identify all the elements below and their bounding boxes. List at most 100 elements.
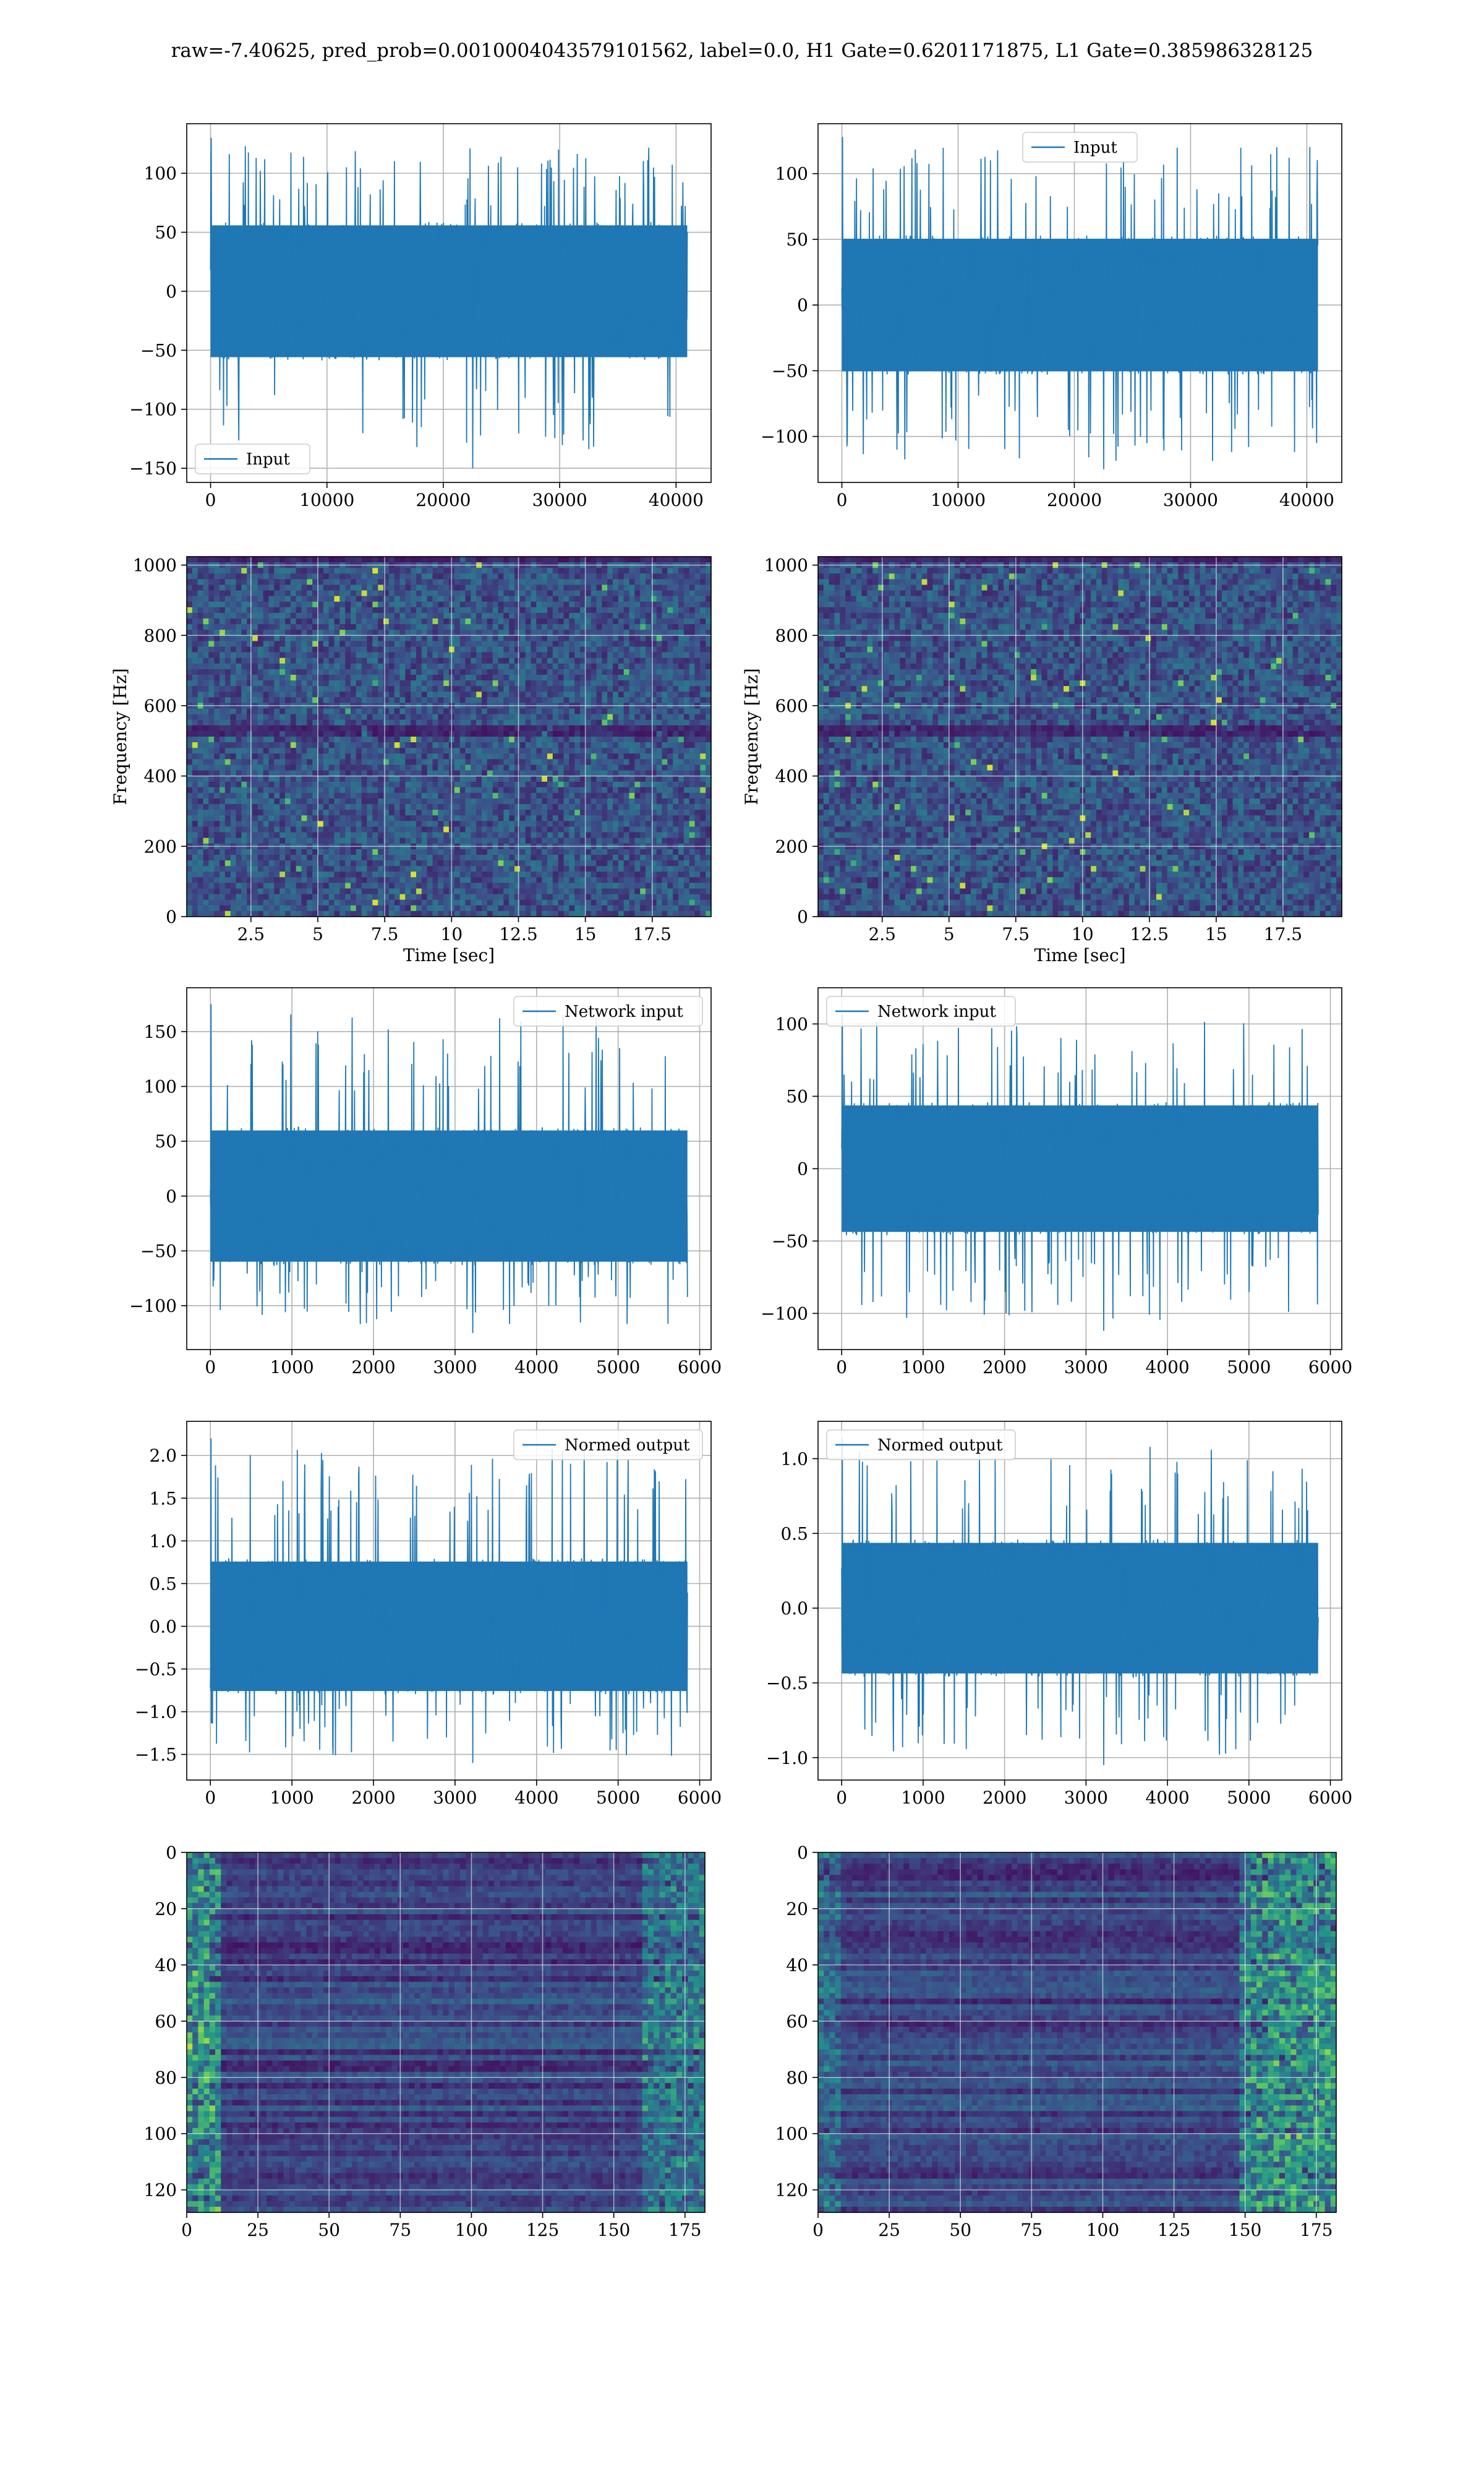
spectrogram-cell: [323, 686, 329, 692]
spectrogram-cell: [509, 709, 514, 715]
spectrogram-cell: [602, 753, 607, 760]
spectrogram-cell: [307, 602, 312, 608]
spectrogram-cell: [312, 737, 318, 743]
spectrogram-cell: [574, 596, 580, 602]
spectrogram-cell: [624, 771, 629, 777]
spectrogram-cell: [531, 709, 537, 715]
spectrogram-cell: [252, 641, 258, 647]
spectrogram-cell: [678, 753, 684, 760]
spectrogram-cell: [263, 726, 269, 732]
spectrogram-cell: [678, 691, 684, 698]
spectrogram-cell: [198, 753, 203, 760]
spectrogram-cell: [564, 776, 569, 782]
spectrogram-cell: [356, 753, 362, 760]
spectrogram-cell: [345, 641, 351, 647]
spectrogram-cell: [225, 821, 231, 827]
spectrogram-cell: [247, 709, 252, 715]
spectrogram-cell: [214, 602, 220, 608]
spectrogram-cell: [362, 591, 367, 597]
spectrogram-cell: [198, 579, 203, 585]
spectrogram-cell: [498, 709, 504, 715]
spectrogram-cell: [225, 838, 231, 844]
spectrogram-cell: [433, 618, 438, 625]
spectrogram-cell: [547, 591, 553, 597]
spectrogram-cell: [482, 573, 487, 580]
spectrogram-cell: [329, 815, 335, 821]
spectrogram-cell: [411, 579, 416, 585]
spectrogram-cell: [466, 596, 471, 602]
spectrogram-cell: [422, 641, 427, 647]
spectrogram-cell: [689, 624, 695, 630]
spectrogram-cell: [335, 697, 340, 703]
spectrogram-cell: [307, 821, 312, 827]
spectrogram-cell: [673, 618, 678, 625]
spectrogram-cell: [597, 833, 602, 839]
legend: Input: [195, 444, 310, 474]
spectrogram-cell: [351, 697, 356, 703]
spectrogram-cell: [394, 793, 400, 799]
spectrogram-cell: [220, 686, 225, 692]
spectrogram-cell: [466, 658, 471, 664]
spectrogram-cell: [351, 742, 356, 748]
spectrogram-cell: [471, 798, 476, 805]
spectrogram-cell: [367, 664, 373, 670]
spectrogram-cell: [220, 658, 225, 664]
spectrogram-cell: [247, 742, 252, 748]
spectrogram-cell: [427, 793, 433, 799]
spectrogram-cell: [203, 782, 209, 788]
spectrogram-cell: [236, 771, 242, 777]
spectrogram-cell: [296, 765, 302, 771]
spectrogram-cell: [574, 815, 580, 821]
spectrogram-cell: [558, 624, 564, 630]
spectrogram-cell: [405, 568, 411, 574]
spectrogram-cell: [220, 815, 225, 821]
spectrogram-cell: [706, 675, 711, 681]
spectrogram-cell: [657, 691, 662, 698]
spectrogram-cell: [569, 737, 574, 743]
spectrogram-cell: [225, 815, 231, 821]
spectrogram-cell: [482, 697, 487, 703]
spectrogram-cell: [574, 573, 580, 580]
spectrogram-cell: [646, 607, 651, 614]
spectrogram-cell: [526, 607, 531, 614]
spectrogram-cell: [634, 798, 640, 805]
spectrogram-cell: [586, 568, 591, 574]
spectrogram-cell: [405, 838, 411, 844]
spectrogram-cell: [416, 641, 422, 647]
spectrogram-cell: [192, 658, 198, 664]
spectrogram-cell: [208, 647, 214, 653]
spectrogram-cell: [591, 691, 597, 698]
spectrogram-cell: [422, 691, 427, 698]
spectrogram-cell: [591, 675, 597, 681]
spectrogram-cell: [586, 742, 591, 748]
y-tick-label: 100: [775, 164, 808, 184]
spectrogram-cell: [553, 714, 558, 721]
spectrogram-cell: [362, 686, 367, 692]
spectrogram-cell: [536, 607, 542, 614]
spectrogram-cell: [362, 753, 367, 760]
spectrogram-cell: [526, 765, 531, 771]
spectrogram-cell: [602, 720, 607, 726]
spectrogram-cell: [591, 658, 597, 664]
spectrogram-cell: [247, 782, 252, 788]
spectrogram-cell: [493, 726, 498, 732]
spectrogram-cell: [198, 658, 203, 664]
spectrogram-cell: [629, 753, 635, 760]
spectrogram-cell: [422, 759, 427, 765]
spectrogram-cell: [302, 833, 307, 839]
spectrogram-cell: [329, 798, 335, 805]
spectrogram-cell: [279, 737, 285, 743]
spectrogram-cell: [367, 731, 373, 737]
spectrogram-cell: [547, 647, 553, 653]
spectrogram-cell: [252, 776, 258, 782]
spectrogram-cell: [296, 630, 302, 636]
spectrogram-cell: [678, 607, 684, 614]
spectrogram-cell: [454, 675, 460, 681]
spectrogram-cell: [624, 557, 629, 563]
spectrogram-cell: [526, 691, 531, 698]
spectrogram-cell: [269, 635, 275, 641]
spectrogram-cell: [274, 787, 279, 794]
spectrogram-cell: [487, 815, 493, 821]
spectrogram-cell: [433, 838, 438, 844]
spectrogram-cell: [531, 607, 537, 614]
